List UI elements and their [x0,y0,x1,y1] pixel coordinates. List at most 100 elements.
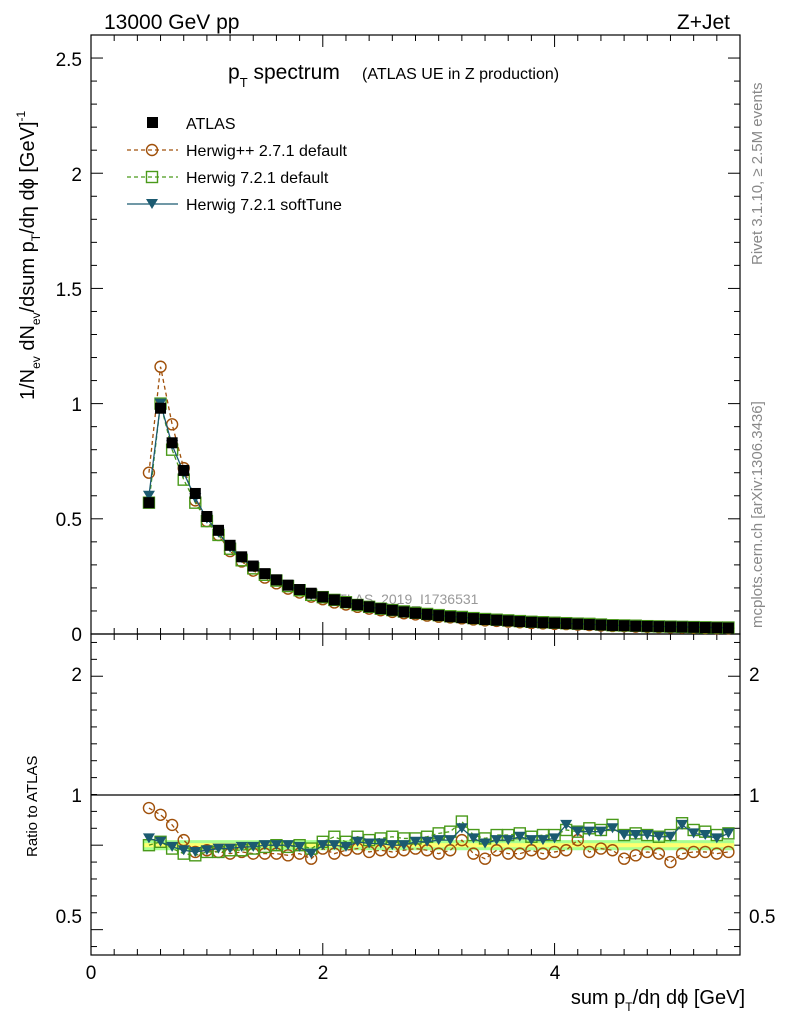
ratio-point-herwig-721-softtune [189,846,202,857]
ratio-tick-label-right-2: 2 [749,665,760,686]
ratio-point-herwig-721-softtune [629,830,642,841]
data-point-atlas [259,568,271,580]
ratio-point-herwig-721-softtune [513,831,526,842]
plot-title-paren: (ATLAS UE in Z production) [362,66,559,83]
ratio-point-herwig-721-softtune [142,833,155,844]
y-tick-label-2.5: 2.5 [56,50,82,71]
ratio-point-herwigpp-271-default [536,847,550,860]
ratio-point-herwig-721-softtune [652,831,665,842]
data-point-atlas [595,619,607,631]
ratio-point-herwig-721-softtune [583,826,596,837]
data-point-atlas [328,594,340,606]
ratio-point-herwig-721-softtune [722,828,735,839]
data-point-atlas [178,464,190,476]
data-point-atlas [166,437,178,449]
ratio-point-herwig-721-softtune [409,836,422,847]
data-point-atlas [270,574,282,586]
ratio-point-herwig-721-softtune [235,841,248,852]
ratio-point-herwig-721-softtune [455,823,468,834]
y-tick-label-1: 1 [71,395,82,416]
data-point-herwigpp-271-default [142,466,156,479]
data-point-atlas [502,615,514,627]
data-point-atlas [294,584,306,596]
data-point-atlas [375,603,387,615]
ratio-point-herwig-721-softtune [421,836,434,847]
legend-entry-herwigpp: Herwig++ 2.7.1 default [127,143,348,160]
ratio-point-herwigpp-271-default [722,845,735,859]
data-point-atlas [143,497,155,509]
ylabel-sup: -1 [14,111,28,122]
data-point-atlas [189,487,201,499]
data-point-atlas [305,587,317,599]
ratio-point-herwig-721-softtune [177,845,190,856]
ratio-series-layer [142,801,735,869]
ylabel-sub-2: ev [29,312,43,325]
ratio-point-herwig-721-softtune [571,826,584,837]
ratio-point-herwig-721-softtune [247,841,260,852]
data-point-atlas [583,619,595,631]
data-point-atlas [711,622,723,634]
mcplots-label: mcplots.cern.ch [arXiv:1306.3436] [749,401,766,628]
data-point-atlas [537,617,549,629]
ratio-point-herwig-721-softtune [490,835,503,846]
ratio-point-herwigpp-271-default [467,847,480,860]
data-point-atlas [421,608,433,620]
y-axis-label: 1/Nev dNev/dsum pT/dη dϕ [GeV]-1 [14,111,43,400]
ratio-point-herwigpp-271-default [513,847,527,860]
ratio-point-herwig-721-softtune [397,840,410,851]
legend-entry-atlas: ATLAS [147,116,236,133]
ratio-point-herwig-721-softtune [328,840,341,851]
ratio-point-herwigpp-271-default [675,847,689,860]
ylabel-part-3: /dsum p [17,241,39,312]
ratio-point-herwig-721-softtune [467,833,480,844]
ratio-point-herwigpp-271-default [606,844,619,857]
ratio-point-herwig-721-softtune [560,819,573,830]
legend-marker-herwig721-softtune [146,199,158,209]
ratio-point-herwig-721-softtune [316,840,329,851]
ratio-line-herwigpp-271-default [148,807,729,863]
ratio-point-herwig-721-softtune [293,841,306,852]
y-tick-label-1.5: 1.5 [56,280,82,301]
data-point-atlas [386,604,398,616]
data-point-atlas [618,620,630,632]
legend-label-herwig721-default: Herwig 7.2.1 default [186,170,329,187]
ratio-point-herwigpp-271-default [617,852,631,865]
ratio-point-herwig-721-softtune [502,835,515,846]
x-axis-label: sum pT/dη dϕ [GeV] [571,987,745,1014]
title-subscript: T [240,75,248,90]
ratio-point-herwig-721-softtune [212,843,225,854]
ratio-point-herwigpp-271-default [699,845,712,859]
ratio-point-herwig-721-softtune [676,819,689,830]
ratio-tick-label-right-1: 1 [749,786,760,807]
ratio-band-inner [143,843,735,848]
ratio-point-herwig-721-default [722,827,735,840]
ratio-point-herwigpp-271-default [559,844,573,857]
data-point-atlas [444,611,456,623]
ratio-point-herwigpp-271-default [478,852,492,865]
data-point-atlas [212,524,224,536]
ratio-y-label: Ratio to ATLAS [24,756,41,857]
title-main: p [228,61,240,84]
legend-marker-herwigpp [145,143,159,157]
legend-label-herwig721-softtune: Herwig 7.2.1 softTune [186,197,342,214]
data-point-atlas [201,511,213,523]
ratio-point-herwig-721-softtune [351,836,364,847]
data-point-atlas [155,402,167,414]
ratio-point-herwigpp-271-default [142,801,156,815]
data-point-atlas [433,610,445,622]
main-series-layer [142,360,735,635]
data-point-atlas [340,596,352,608]
ratio-point-herwig-721-softtune [270,840,283,851]
ratio-point-herwig-721-softtune [374,838,387,849]
data-point-atlas [282,579,294,591]
ratio-point-herwig-721-softtune [699,830,712,841]
legend-marker-atlas [147,117,158,128]
data-point-atlas [664,621,676,633]
data-point-atlas [467,613,479,625]
ratio-point-herwig-721-softtune [200,845,213,856]
ylabel-sub-3: T [29,233,43,241]
ratio-tick-label-left-0.5: 0.5 [56,907,82,928]
ratio-point-herwigpp-271-default [629,849,642,862]
ratio-point-herwigpp-271-default [710,847,724,860]
ratio-point-herwigpp-271-default [641,845,654,859]
